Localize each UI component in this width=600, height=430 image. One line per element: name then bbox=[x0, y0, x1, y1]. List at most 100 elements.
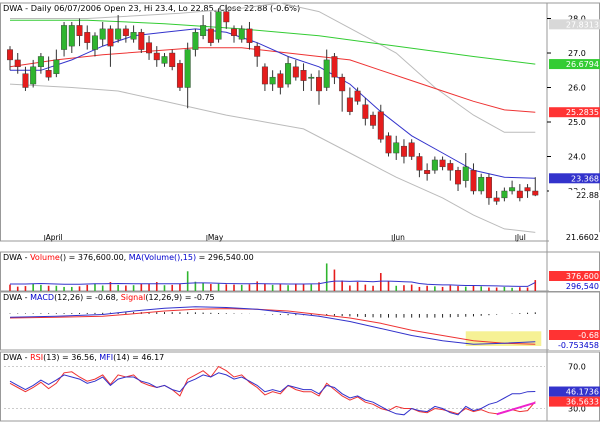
price-tick-label: 26.0 bbox=[568, 84, 586, 93]
candle-body bbox=[207, 28, 214, 43]
candle-body bbox=[532, 190, 539, 196]
candle-body bbox=[478, 176, 485, 192]
candle-body bbox=[45, 70, 52, 78]
candle-body bbox=[261, 66, 268, 85]
candle-body bbox=[76, 25, 83, 36]
macd-signal-marker-bg bbox=[549, 340, 600, 350]
volume-label-part: = 296,540.00 bbox=[196, 253, 254, 262]
macd-signal-marker: -0.753458 bbox=[558, 341, 599, 350]
price-marker-bg bbox=[549, 190, 600, 201]
candle-body bbox=[416, 156, 423, 171]
candle-body bbox=[331, 56, 338, 78]
rsi-marker: 36.5633 bbox=[566, 398, 599, 407]
price-tick-label: 27.0 bbox=[568, 49, 586, 58]
candle-body bbox=[339, 76, 346, 92]
volume-ma-marker-bg bbox=[549, 281, 600, 291]
macd-marker: -0.68 bbox=[578, 331, 599, 340]
price-marker-bg bbox=[549, 19, 600, 30]
candle-body bbox=[323, 59, 330, 88]
rsi-marker-bg bbox=[549, 396, 600, 407]
candle-body bbox=[146, 42, 153, 54]
price-marker: 23.368 bbox=[571, 174, 599, 183]
candle-body bbox=[431, 159, 438, 171]
candle-body bbox=[37, 56, 44, 68]
rsi-trend-line bbox=[496, 401, 536, 416]
candle-body bbox=[107, 28, 114, 47]
ma-long-line bbox=[10, 19, 536, 65]
candle-body bbox=[254, 45, 261, 57]
candle-body bbox=[393, 142, 400, 154]
candle-body bbox=[462, 166, 469, 181]
price-marker: 27.8313 bbox=[566, 20, 599, 29]
candle-body bbox=[439, 159, 446, 168]
candle-body bbox=[84, 32, 91, 43]
candle-body bbox=[447, 163, 454, 171]
ma-mid-line bbox=[9, 47, 536, 113]
candle-body bbox=[362, 104, 369, 119]
candle-body bbox=[215, 11, 222, 40]
candle-body bbox=[53, 59, 60, 74]
macd-line bbox=[9, 306, 536, 345]
rsi-label-part: (13) = 36.56, bbox=[43, 353, 99, 362]
price-marker-bg bbox=[549, 59, 600, 70]
price-marker-bg bbox=[549, 173, 600, 184]
price-panel-frame bbox=[0, 2, 600, 242]
volume-label-part: Volume bbox=[30, 253, 60, 262]
candle-body bbox=[176, 63, 183, 88]
macd-label-part: (12,26,9) = -0.75 bbox=[145, 293, 214, 302]
rsi-label-part: (14) = 46.17 bbox=[113, 353, 164, 362]
macd-label-part: Signal bbox=[121, 293, 146, 302]
candle-body bbox=[91, 35, 98, 50]
rsi-marker-bg bbox=[549, 386, 600, 397]
x-axis-label: Jun bbox=[392, 233, 405, 242]
candle-body bbox=[277, 73, 284, 88]
candle-body bbox=[509, 187, 516, 192]
candle-body bbox=[192, 32, 199, 50]
volume-marker: 376,600 bbox=[566, 272, 599, 281]
x-axis-label: Jul bbox=[516, 233, 526, 242]
candle-body bbox=[346, 97, 353, 112]
candle-body bbox=[292, 66, 299, 78]
candle-body bbox=[61, 25, 68, 50]
volume-label-part: DWA - bbox=[3, 253, 30, 262]
candle-body bbox=[385, 135, 392, 154]
rsi-marker: 46.1736 bbox=[566, 388, 599, 397]
candle-body bbox=[493, 197, 500, 202]
candle-body bbox=[285, 63, 292, 85]
rsi-label: DWA - RSI(13) = 36.56, MFI(14) = 46.17 bbox=[3, 353, 164, 362]
candle-body bbox=[22, 73, 29, 88]
candle-body bbox=[115, 28, 122, 40]
price-marker: 22.88 bbox=[576, 191, 599, 200]
candle-body bbox=[231, 28, 237, 36]
macd-label: DWA - MACD(12,26) = -0.68, Signal(12,26,… bbox=[3, 293, 215, 302]
candle-body bbox=[130, 32, 137, 40]
rsi-label-part: MFI bbox=[99, 353, 113, 362]
candle-body bbox=[269, 76, 276, 85]
rsi-panel-frame bbox=[0, 351, 600, 422]
rsi-label-part: DWA - bbox=[3, 353, 30, 362]
volume-ma-line bbox=[10, 280, 536, 287]
candle-body bbox=[485, 176, 492, 199]
candle-body bbox=[400, 145, 407, 157]
candle-body bbox=[184, 49, 191, 88]
price-marker-bg bbox=[549, 107, 600, 118]
candle-body bbox=[14, 59, 21, 68]
macd-signal-line bbox=[9, 308, 536, 345]
candle-body bbox=[7, 49, 13, 61]
macd-label-part: MACD bbox=[30, 293, 54, 302]
bollinger-lower-line bbox=[9, 83, 536, 233]
mfi-line bbox=[9, 372, 536, 416]
candle-body bbox=[455, 170, 462, 185]
rsi-label-part: RSI bbox=[30, 353, 43, 362]
candle-body bbox=[300, 70, 307, 81]
candle-body bbox=[169, 52, 176, 68]
candle-body bbox=[316, 76, 322, 92]
candle-body bbox=[370, 114, 377, 126]
candle-body bbox=[238, 28, 245, 40]
candle-body bbox=[138, 32, 145, 50]
rsi-tick-label: 70.0 bbox=[568, 363, 586, 372]
volume-label: DWA - Volume() = 376,600.00, MA(Volume()… bbox=[3, 253, 254, 262]
candle-body bbox=[223, 11, 230, 23]
